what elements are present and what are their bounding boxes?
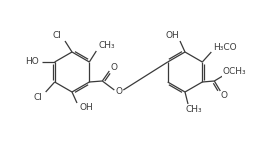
Text: O: O: [116, 88, 123, 97]
Text: O: O: [111, 62, 118, 72]
Text: OCH₃: OCH₃: [222, 67, 246, 77]
Text: OH: OH: [165, 31, 179, 40]
Text: H₃CO: H₃CO: [213, 42, 237, 51]
Text: Cl: Cl: [33, 93, 42, 102]
Text: CH₃: CH₃: [98, 41, 115, 50]
Text: HO: HO: [25, 57, 39, 66]
Text: Cl: Cl: [53, 31, 61, 40]
Text: OH: OH: [79, 103, 93, 112]
Text: O: O: [221, 92, 228, 101]
Text: CH₃: CH₃: [186, 106, 202, 115]
